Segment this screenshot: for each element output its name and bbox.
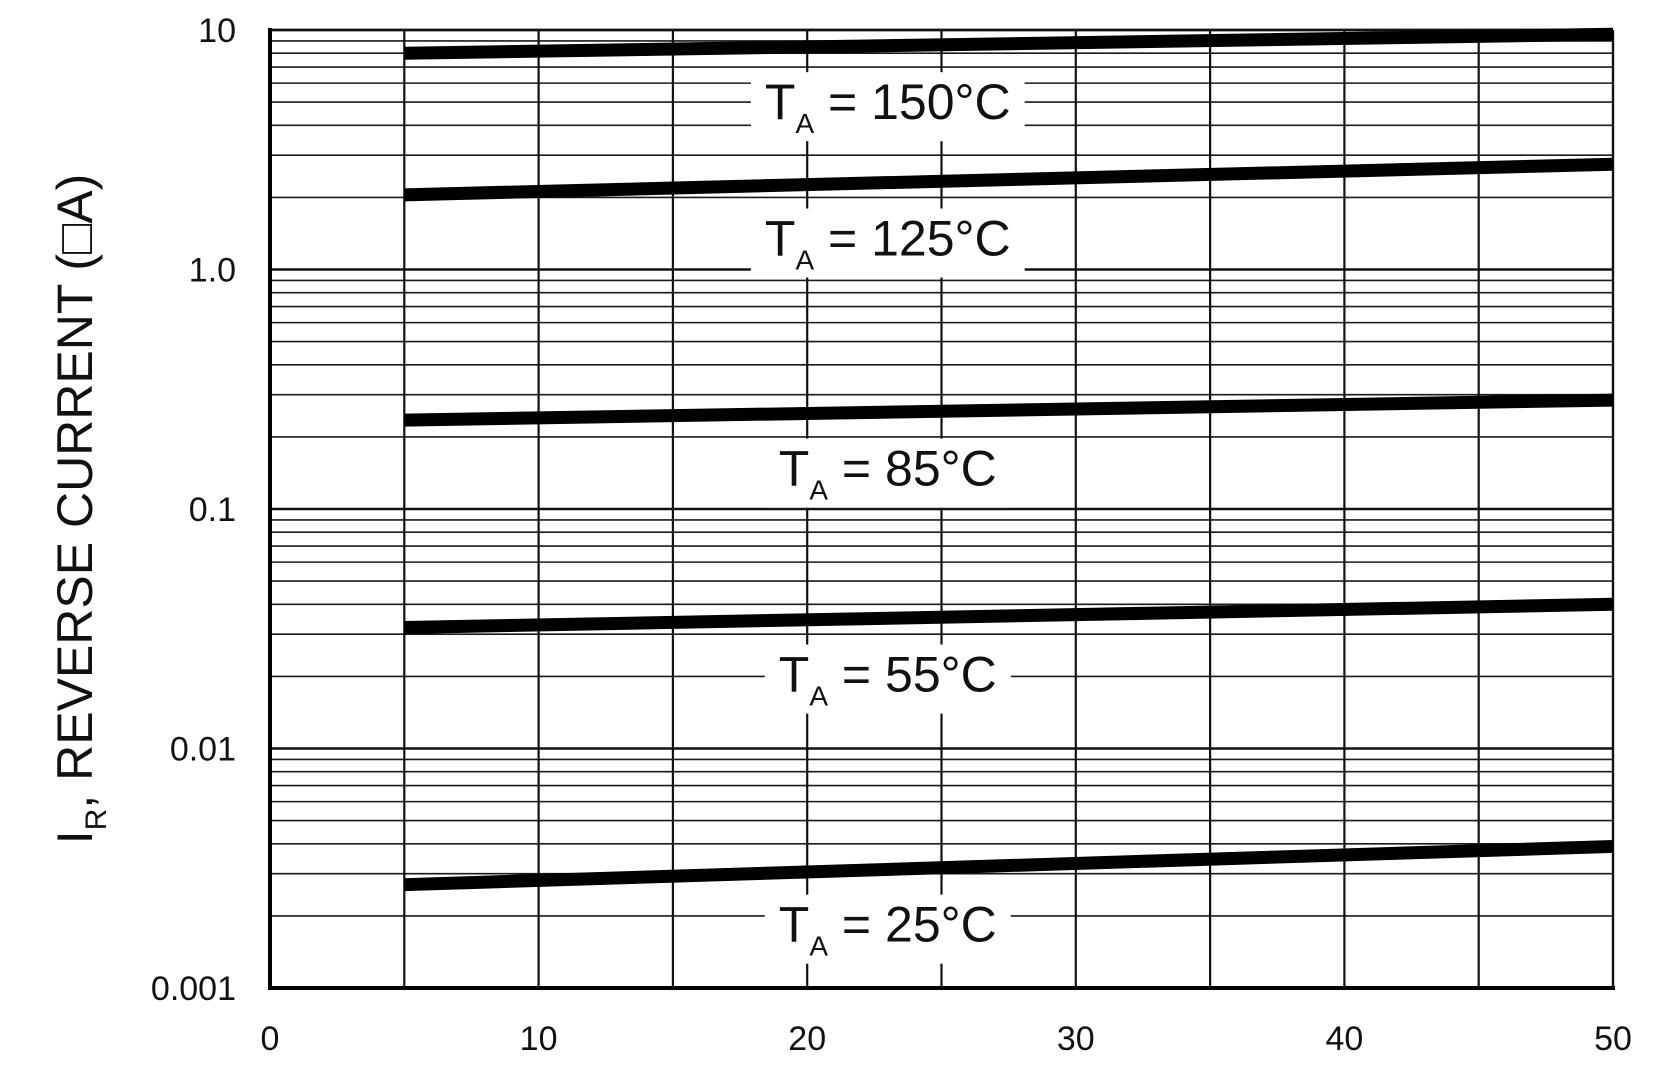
curve-label-bg xyxy=(764,644,1011,714)
x-tick-label: 20 xyxy=(788,1020,826,1058)
curve-label-4: TA = 25°C xyxy=(764,894,1011,964)
curve-label-text: TA = 25°C xyxy=(779,897,997,962)
curve-label-subscript: A xyxy=(795,245,814,276)
curve-label-bg xyxy=(750,208,1025,278)
y-axis-title-symbol: I xyxy=(47,830,103,844)
curve-label-symbol: T xyxy=(765,211,796,267)
y-axis-title: IR, REVERSE CURRENT (□A) xyxy=(47,174,113,845)
curve-label-0: TA = 150°C xyxy=(750,72,1025,142)
plot-frame xyxy=(268,28,1615,990)
curve-label-subscript: A xyxy=(809,475,828,506)
x-tick-label: 10 xyxy=(520,1020,558,1058)
curve-label-text: TA = 55°C xyxy=(779,647,997,712)
curve-labels: TA = 150°CTA = 125°CTA = 85°CTA = 55°CTA… xyxy=(750,72,1025,964)
curve-label-text: TA = 85°C xyxy=(779,441,997,506)
curve-label-value: = 150°C xyxy=(814,74,1011,130)
curve-label-symbol: T xyxy=(779,647,810,703)
y-tick-label: 10 xyxy=(198,12,236,50)
y-tick-labels: 0.001 0.01 0.1 1.0 10 xyxy=(151,12,236,1008)
y-tick-label: 0.1 xyxy=(189,491,236,529)
y-tick-label: 0.001 xyxy=(151,970,236,1008)
series-line-3 xyxy=(404,597,1614,635)
curve-label-subscript: A xyxy=(809,681,828,712)
curve-label-1: TA = 125°C xyxy=(750,208,1025,278)
curve-label-symbol: T xyxy=(779,897,810,953)
curve-label-bg xyxy=(750,72,1025,142)
grid xyxy=(270,28,1613,990)
curve-label-text: TA = 125°C xyxy=(765,211,1011,276)
curve-label-value: = 55°C xyxy=(828,647,997,703)
x-tick-label: 40 xyxy=(1325,1020,1363,1058)
curve-label-bg xyxy=(764,894,1011,964)
series-line-0 xyxy=(404,27,1614,60)
curve-label-value: = 85°C xyxy=(828,441,997,497)
curve-label-symbol: T xyxy=(779,441,810,497)
x-tick-labels: 0 10 20 30 40 50 xyxy=(261,1020,1632,1058)
curve-label-subscript: A xyxy=(809,931,828,962)
x-tick-label: 0 xyxy=(261,1020,280,1058)
y-tick-label: 0.01 xyxy=(170,731,236,769)
y-axis-title-subscript: R xyxy=(80,809,113,831)
x-tick-label: 50 xyxy=(1594,1020,1632,1058)
curve-label-3: TA = 55°C xyxy=(764,644,1011,714)
series-lines xyxy=(404,27,1614,892)
curve-label-subscript: A xyxy=(795,108,814,139)
curve-label-value: = 125°C xyxy=(814,211,1011,267)
curve-label-value: = 25°C xyxy=(828,897,997,953)
y-axis-title-text: , REVERSE CURRENT (□A) xyxy=(47,174,103,809)
series-line-1 xyxy=(404,157,1614,202)
x-tick-label: 30 xyxy=(1057,1020,1095,1058)
curve-label-symbol: T xyxy=(765,74,796,130)
curve-label-2: TA = 85°C xyxy=(764,438,1011,508)
y-axis-title-group: IR, REVERSE CURRENT (□A) xyxy=(47,174,113,845)
curve-label-bg xyxy=(764,438,1011,508)
series-line-4 xyxy=(404,839,1614,892)
y-tick-label: 1.0 xyxy=(189,252,236,290)
series-line-2 xyxy=(404,393,1614,427)
curve-label-text: TA = 150°C xyxy=(765,74,1011,139)
